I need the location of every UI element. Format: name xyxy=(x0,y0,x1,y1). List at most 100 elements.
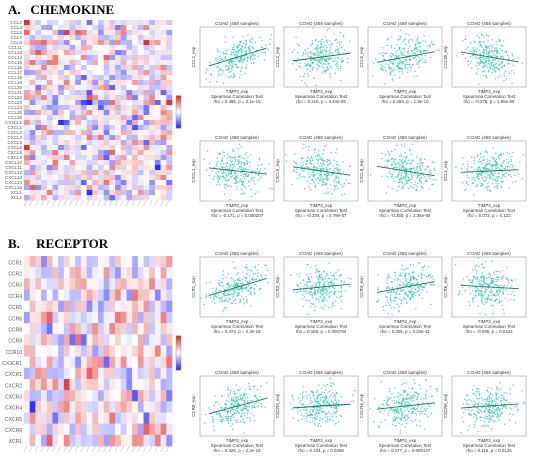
scatter-point xyxy=(420,51,422,54)
heatmap-cell xyxy=(29,367,36,380)
scatter-point xyxy=(498,69,501,72)
heatmap-cell xyxy=(137,256,144,268)
scatter-point xyxy=(491,173,493,175)
scatter-point xyxy=(248,46,251,48)
scatter-point xyxy=(229,198,232,201)
scatter-point xyxy=(480,277,482,279)
scatter-point xyxy=(431,275,434,278)
heatmap-cell xyxy=(58,180,65,186)
heatmap-cell xyxy=(143,300,150,313)
heatmap-cell xyxy=(63,30,70,36)
heatmap-cell xyxy=(120,345,127,357)
heatmap-cell xyxy=(154,55,161,61)
heatmap-cell xyxy=(86,55,93,61)
scatter-point xyxy=(498,289,500,291)
scatter-point xyxy=(340,184,342,186)
scatter-point xyxy=(462,163,464,165)
scatter-point xyxy=(500,181,503,183)
scatter-point xyxy=(333,159,335,161)
heatmap-cell xyxy=(86,75,93,81)
scatter-point xyxy=(301,54,304,57)
scatter-point xyxy=(225,68,227,71)
scatter-point xyxy=(490,288,493,291)
scatter-point xyxy=(509,164,512,166)
scatter-point xyxy=(232,278,234,280)
scatter-point xyxy=(511,181,514,183)
heatmap-cell xyxy=(115,165,122,171)
scatter-point xyxy=(323,282,326,284)
scatter-point xyxy=(402,67,404,70)
heatmap-cell xyxy=(115,311,122,324)
scatter-point xyxy=(264,167,266,170)
scatter-point xyxy=(243,412,246,414)
scatter-point xyxy=(471,178,473,181)
heatmap-cell xyxy=(149,65,156,71)
scatter-point xyxy=(496,67,498,69)
scatter-point xyxy=(336,46,338,48)
scatter-point xyxy=(475,57,477,59)
scatter-point xyxy=(487,70,489,72)
scatter-point xyxy=(245,264,248,266)
heatmap-cell xyxy=(120,378,127,391)
scatter-point xyxy=(496,284,499,287)
scatter-point xyxy=(310,276,313,278)
scatter-point xyxy=(506,293,509,295)
scatter-point xyxy=(296,273,298,276)
scatter-point xyxy=(489,67,492,69)
heatmap-cell xyxy=(98,95,104,101)
heatmap-cell xyxy=(35,140,42,146)
heatmap-cell xyxy=(109,180,116,186)
scatter-point xyxy=(251,38,254,41)
heatmap-cell xyxy=(24,378,30,391)
scatter-point xyxy=(337,170,340,173)
scatter-stat: rho = -0.276, p = 1.85e-09 xyxy=(463,99,515,104)
scatter-point xyxy=(320,289,322,291)
heatmap-cell xyxy=(143,423,150,436)
scatter-point xyxy=(215,412,218,415)
scatter-point xyxy=(314,46,317,49)
heatmap-cell xyxy=(115,367,122,380)
scatter-point xyxy=(314,306,316,308)
scatter-point xyxy=(312,159,314,161)
heatmap-cell xyxy=(58,25,65,31)
heatmap-cell xyxy=(143,390,150,402)
heatmap-cell xyxy=(69,401,76,413)
scatter-point xyxy=(321,51,323,54)
scatter-point xyxy=(390,52,392,55)
scatter-point xyxy=(318,154,321,156)
heatmap-cell xyxy=(92,105,99,111)
scatter-point xyxy=(316,177,319,179)
scatter-point xyxy=(322,308,324,310)
scatter-point xyxy=(403,183,406,186)
heatmap-cell xyxy=(86,256,93,268)
heatmap-cell xyxy=(46,105,53,111)
heatmap-cell xyxy=(143,60,150,66)
scatter-point xyxy=(412,263,415,266)
scatter-point xyxy=(242,407,244,409)
scatter-point xyxy=(233,156,235,159)
scatter-point xyxy=(390,44,393,47)
scatter-point xyxy=(491,46,494,49)
scatter-point xyxy=(429,283,432,286)
heatmap-cell xyxy=(41,75,48,81)
scatter-point xyxy=(251,406,254,409)
scatter-point xyxy=(404,63,407,65)
heatmap-cell xyxy=(24,145,30,151)
scatter-point xyxy=(496,177,499,180)
heatmap-cell xyxy=(98,267,104,279)
scatter-point xyxy=(318,298,320,301)
scatter-point xyxy=(494,67,496,69)
scatter-point xyxy=(409,263,412,266)
heatmap-cell xyxy=(126,170,133,176)
scatter-point xyxy=(251,279,254,281)
heatmap-cell xyxy=(166,160,173,166)
heatmap-cell xyxy=(115,115,122,121)
scatter-point xyxy=(296,164,298,166)
heatmap-cell xyxy=(80,65,87,71)
scatter-point xyxy=(392,54,394,56)
scatter-point xyxy=(511,82,513,85)
heatmap-cell xyxy=(154,345,161,357)
heatmap-cell xyxy=(132,50,139,56)
heatmap-cell xyxy=(120,105,127,111)
